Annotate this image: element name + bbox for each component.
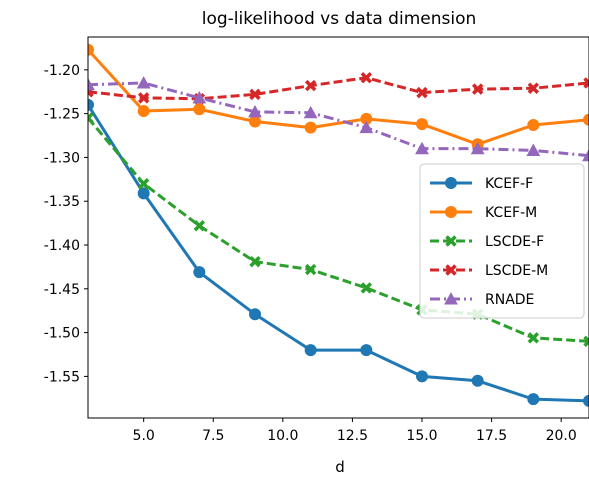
legend-marker-lscde-m — [445, 264, 457, 276]
legend: KCEF-F KCEF-M LSCDE-F LSCDE-M RNADE — [419, 163, 585, 319]
data-point-kcef-f — [416, 370, 428, 383]
data-point-rnade — [415, 141, 429, 155]
legend-label-lscde-f: LSCDE-F — [485, 234, 544, 250]
series-lscde-m — [88, 72, 589, 105]
legend-label-rnade: RNADE — [485, 292, 534, 308]
legend-box — [419, 163, 585, 319]
x-tick-label: 12.5 — [337, 428, 368, 444]
x-axis-title: d — [335, 458, 345, 476]
legend-marker-kcef-m — [445, 206, 457, 218]
data-point-kcef-m — [193, 103, 206, 116]
data-point-rnade — [88, 77, 95, 91]
data-point-kcef-m — [360, 112, 373, 125]
y-tick-label: -1.25 — [44, 107, 80, 123]
series-kcef-f — [88, 98, 589, 407]
legend-label-kcef-m: KCEF-M — [485, 205, 537, 221]
data-point-lscde-m — [583, 77, 589, 89]
data-point-lscde-m — [416, 86, 428, 99]
data-point-kcef-f — [471, 374, 484, 387]
data-point-rnade — [582, 148, 589, 162]
y-tick-label: -1.40 — [44, 238, 80, 254]
data-point-kcef-m — [527, 119, 540, 132]
y-tick-label: -1.55 — [44, 369, 80, 385]
data-point-kcef-f — [88, 98, 94, 111]
series-line-kcef-m — [88, 48, 589, 146]
data-point-rnade — [359, 120, 374, 134]
data-point-lscde-f — [249, 255, 261, 268]
y-tick-label: -1.35 — [44, 194, 80, 210]
data-point-kcef-m — [304, 121, 317, 134]
data-point-lscde-f — [583, 335, 589, 348]
series-line-lscde-f — [88, 117, 589, 343]
data-point-lscde-m — [137, 92, 150, 104]
data-point-kcef-m — [88, 43, 94, 56]
x-axis: 5.0 7.5 10.0 12.5 15.0 17.5 20.0 — [133, 418, 577, 444]
legend-marker-lscde-f — [445, 235, 457, 247]
y-tick-label: -1.30 — [44, 150, 80, 166]
data-point-rnade — [136, 76, 151, 89]
series-rnade — [88, 76, 589, 162]
data-point-lscde-f — [304, 263, 317, 276]
y-tick-label: -1.20 — [44, 63, 80, 79]
data-point-kcef-m — [583, 113, 589, 126]
x-tick-label: 5.0 — [133, 428, 155, 444]
plot-frame — [87, 36, 589, 419]
x-tick-label: 15.0 — [406, 428, 437, 444]
data-point-lscde-m — [527, 82, 540, 94]
data-point-lscde-m — [304, 79, 317, 92]
chart-title: log-likelihood vs data dimension — [202, 9, 477, 29]
series-line-lscde-m — [88, 76, 589, 101]
data-point-rnade — [303, 105, 318, 119]
data-point-lscde-f — [360, 282, 373, 294]
legend-marker-kcef-f — [445, 177, 457, 189]
data-point-kcef-m — [249, 115, 261, 128]
x-tick-label: 17.5 — [476, 428, 507, 444]
data-point-lscde-f — [137, 178, 150, 190]
data-point-kcef-f — [137, 187, 150, 200]
legend-marker-rnade — [444, 292, 458, 305]
x-tick-label: 20.0 — [546, 428, 577, 444]
data-point-rnade — [248, 104, 262, 118]
data-point-lscde-f — [193, 220, 206, 232]
data-point-kcef-f — [249, 308, 261, 321]
y-tick-label: -1.45 — [44, 282, 80, 298]
data-point-lscde-f — [88, 112, 94, 124]
data-point-lscde-m — [249, 88, 261, 101]
x-tick-label: 10.0 — [267, 428, 298, 444]
data-point-lscde-m — [360, 72, 373, 84]
data-point-kcef-m — [137, 105, 150, 118]
y-tick-label: -1.50 — [44, 326, 80, 342]
series-line-kcef-f — [88, 104, 589, 403]
data-point-rnade — [526, 143, 541, 156]
y-axis: -1.20 -1.25 -1.30 -1.35 -1.40 -1.45 -1.50 -1.55 — [44, 63, 88, 385]
data-point-lscde-m — [471, 83, 484, 95]
plot-series — [88, 43, 589, 407]
data-point-kcef-f — [527, 393, 540, 406]
data-point-rnade — [192, 90, 207, 104]
data-point-kcef-f — [193, 266, 206, 279]
data-point-rnade — [470, 141, 485, 155]
legend-label-lscde-m: LSCDE-M — [485, 263, 548, 279]
data-point-lscde-f — [527, 332, 540, 344]
legend-label-kcef-f: KCEF-F — [485, 176, 533, 192]
data-point-kcef-f — [583, 394, 589, 407]
x-tick-label: 7.5 — [202, 428, 224, 444]
data-point-kcef-m — [416, 118, 428, 131]
data-point-kcef-f — [360, 344, 373, 357]
data-point-kcef-f — [304, 344, 317, 357]
series-line-rnade — [88, 81, 589, 158]
